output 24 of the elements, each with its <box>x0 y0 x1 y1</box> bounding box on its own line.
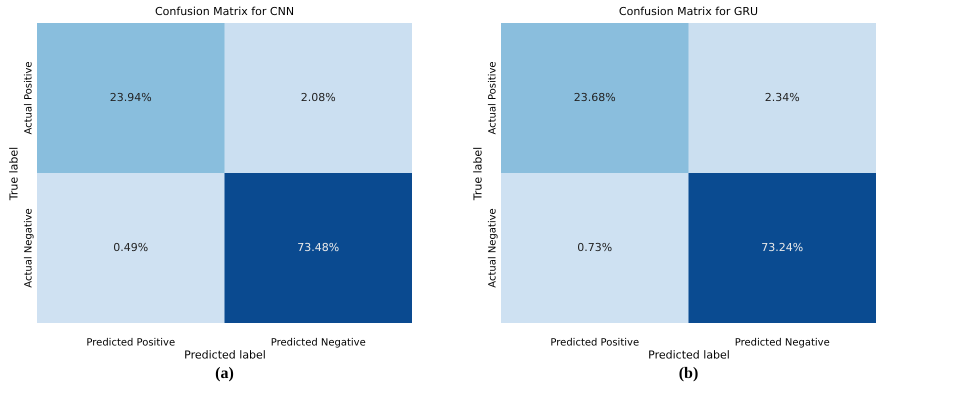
y-tick-label: Actual Positive <box>488 61 498 135</box>
y-axis-title: True label <box>8 146 20 202</box>
data-label: 73.24% <box>761 241 804 254</box>
data-label: 0.49% <box>113 241 148 254</box>
x-tick-label: Predicted Negative <box>734 338 830 348</box>
chart-title: Confusion Matrix for GRU <box>618 5 758 18</box>
data-label: 23.94% <box>110 91 152 104</box>
data-label: 2.08% <box>300 91 336 104</box>
data-label: 23.68% <box>574 91 616 104</box>
chart-title: Confusion Matrix for CNN <box>154 5 294 18</box>
data-label: 0.73% <box>577 241 612 254</box>
x-tick-label: Predicted Positive <box>86 338 176 348</box>
x-tick-label: Predicted Positive <box>550 338 640 348</box>
x-tick-label: Predicted Negative <box>270 338 366 348</box>
y-tick-label: Actual Negative <box>24 208 34 288</box>
text: (a) <box>215 365 234 382</box>
x-axis-title: Predicted label <box>648 348 730 362</box>
data-label: 2.34% <box>764 91 800 104</box>
x-axis-title: Predicted label <box>184 348 266 362</box>
text: (b) <box>678 365 698 382</box>
y-tick-label: Actual Positive <box>24 61 34 135</box>
y-axis-title: True label <box>472 146 484 202</box>
data-label: 73.48% <box>297 241 340 254</box>
y-tick-label: Actual Negative <box>488 208 498 288</box>
